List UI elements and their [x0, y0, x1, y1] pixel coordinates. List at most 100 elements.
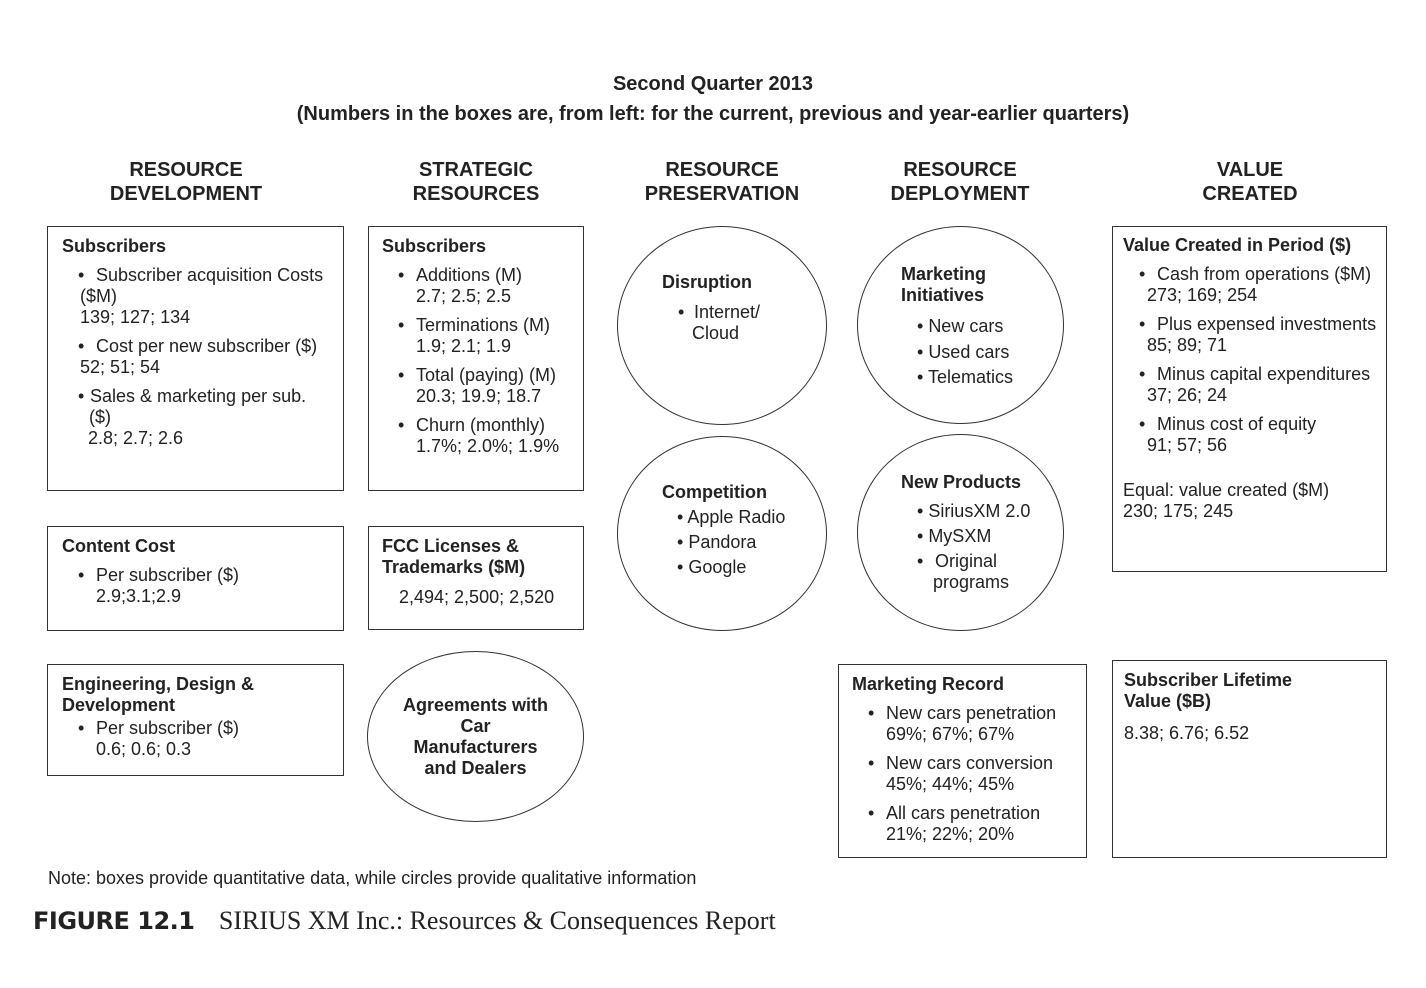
item-label: Sales & marketing per sub.	[90, 386, 307, 406]
list-item: • SiriusXM 2.0	[917, 501, 1030, 522]
list-item: • Cost per new subscriber ($) 52; 51; 54	[62, 336, 331, 378]
bullet-icon: •	[398, 315, 405, 335]
item-label: Total (paying) (M)	[416, 365, 557, 385]
circle-title-line: Initiatives	[901, 285, 985, 305]
item-label: Churn (monthly)	[416, 415, 546, 435]
item-label: Minus cost of equity	[1157, 414, 1317, 434]
item-values: 37; 26; 24	[1147, 385, 1228, 405]
bullet-icon: •	[677, 532, 689, 552]
bullet-icon: •	[677, 507, 688, 527]
box-title: Development	[62, 695, 176, 715]
column-heading-resource-deployment: RESOURCE DEPLOYMENT	[860, 158, 1060, 206]
figure-label: FIGURE 12.1	[33, 907, 195, 935]
circle-marketing-initiatives: Marketing Initiatives • New cars • Used …	[857, 226, 1064, 424]
column-heading-strategic-resources: STRATEGIC RESOURCES	[376, 158, 576, 206]
bullet-icon: •	[78, 265, 85, 285]
box-values: 2,494; 2,500; 2,520	[399, 587, 555, 607]
box-title: Subscriber Lifetime	[1124, 670, 1293, 690]
box-subscriber-lifetime-value: Subscriber Lifetime Value ($B) 8.38; 6.7…	[1112, 660, 1387, 858]
item-label: ($)	[89, 407, 111, 427]
box-title: Value ($B)	[1124, 691, 1212, 711]
column-heading-line: DEVELOPMENT	[109, 183, 263, 205]
item-values: 273; 169; 254	[1147, 285, 1258, 305]
bullet-icon: •	[868, 703, 875, 723]
column-heading-value-created: VALUE CREATED	[1150, 158, 1350, 206]
bullet-icon: •	[917, 551, 924, 571]
list-item: • Additions (M) 2.7; 2.5; 2.5	[382, 265, 575, 307]
bullet-icon: •	[917, 342, 929, 362]
bullet-icon: •	[1139, 364, 1146, 384]
column-heading-line: CREATED	[1202, 183, 1298, 205]
item-label: Telematics	[927, 367, 1014, 387]
box-fcc-licenses-trademarks: FCC Licenses & Trademarks ($M) 2,494; 2,…	[368, 526, 584, 630]
item-label: Apple Radio	[687, 507, 786, 527]
bullet-icon: •	[678, 302, 685, 322]
list-item: • New cars penetration 69%; 67%; 67%	[852, 703, 1078, 745]
bullet-icon: •	[1139, 264, 1146, 284]
circle-title: Marketing Initiatives	[901, 264, 986, 306]
column-heading-line: RESOURCES	[412, 183, 540, 205]
column-heading-line: RESOURCE	[129, 159, 243, 181]
circle-text-line: Manufacturers	[413, 736, 538, 757]
item-values: 91; 57; 56	[1147, 435, 1228, 455]
list-item: • Apple Radio	[677, 507, 785, 528]
list-item: • Minus cost of equity 91; 57; 56	[1123, 414, 1380, 456]
value-created-label: Equal: value created ($M)	[1123, 480, 1330, 500]
box-values: 8.38; 6.76; 6.52	[1124, 723, 1250, 743]
column-heading-line: RESOURCE	[903, 159, 1017, 181]
item-label: Cash from operations ($M)	[1157, 264, 1372, 284]
item-values: 45%; 44%; 45%	[886, 774, 1015, 794]
circle-disruption: Disruption • Internet/ Cloud	[617, 226, 827, 425]
item-label: New cars conversion	[886, 753, 1054, 773]
item-label: Google	[688, 557, 747, 577]
box-title: Value Created in Period ($)	[1123, 235, 1352, 255]
item-label: Terminations (M)	[416, 315, 551, 335]
list-item: • Cash from operations ($M) 273; 169; 25…	[1123, 264, 1380, 306]
item-label: MySXM	[928, 526, 992, 546]
bullet-icon: •	[917, 501, 929, 521]
item-values: 2.8; 2.7; 2.6	[88, 428, 184, 448]
box-value-created-in-period: Value Created in Period ($) • Cash from …	[1112, 226, 1387, 572]
circle-title-line: Marketing	[901, 264, 987, 284]
list-item: • Sales & marketing per sub. ($) 2.8; 2.…	[62, 386, 331, 449]
diagram-title: Second Quarter 2013	[612, 73, 814, 95]
list-item: • Terminations (M) 1.9; 2.1; 1.9	[382, 315, 575, 357]
bullet-icon: •	[677, 557, 689, 577]
circle-title: Disruption	[662, 272, 752, 292]
item-label: Per subscriber ($)	[96, 565, 240, 585]
item-values: 85; 89; 71	[1147, 335, 1228, 355]
list-item: • Google	[677, 557, 746, 578]
list-item: • Churn (monthly) 1.7%; 2.0%; 1.9%	[382, 415, 575, 457]
circle-title: New Products	[901, 472, 1022, 492]
list-item: • MySXM	[917, 526, 991, 547]
list-item: • Pandora	[677, 532, 756, 553]
list-item: • Minus capital expenditures 37; 26; 24	[1123, 364, 1380, 406]
item-values: 1.9; 2.1; 1.9	[416, 336, 512, 356]
bullet-icon: •	[78, 718, 85, 738]
item-label: New cars	[928, 316, 1004, 336]
circle-new-products: New Products • SiriusXM 2.0 • MySXM • Or…	[857, 434, 1064, 631]
item-label: SiriusXM 2.0	[928, 501, 1031, 521]
circle-text-line: and Dealers	[424, 757, 527, 778]
bullet-icon: •	[78, 565, 85, 585]
bullet-icon: •	[917, 367, 928, 387]
item-label: Original	[935, 551, 998, 571]
item-label: Cost per new subscriber ($)	[96, 336, 318, 356]
item-label: ($M)	[80, 286, 117, 306]
box-title: Engineering, Design &	[62, 674, 255, 694]
list-item: • Total (paying) (M) 20.3; 19.9; 18.7	[382, 365, 575, 407]
item-label: programs	[933, 572, 1010, 592]
bullet-icon: •	[398, 365, 405, 385]
box-title: Trademarks ($M)	[382, 557, 526, 577]
list-item: • Used cars	[917, 342, 1009, 363]
item-values: 20.3; 19.9; 18.7	[416, 386, 542, 406]
item-label: Cloud	[692, 323, 740, 343]
column-heading-resource-preservation: RESOURCE PRESERVATION	[612, 158, 832, 206]
bullet-icon: •	[1139, 414, 1146, 434]
box-marketing-record: Marketing Record • New cars penetration …	[838, 664, 1087, 858]
item-values: 1.7%; 2.0%; 1.9%	[416, 436, 560, 456]
bullet-icon: •	[917, 526, 929, 546]
item-label: Pandora	[688, 532, 757, 552]
box-content-cost: Content Cost • Per subscriber ($) 2.9;3.…	[47, 526, 344, 631]
column-heading-line: VALUE	[1216, 159, 1284, 181]
